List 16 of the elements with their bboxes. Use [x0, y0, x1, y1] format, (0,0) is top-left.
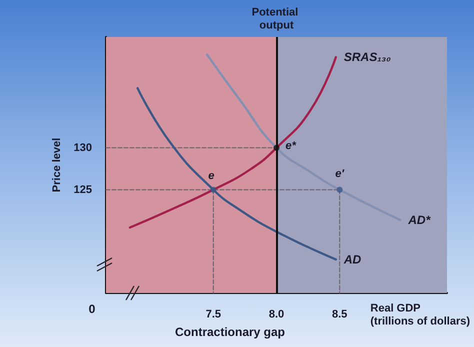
x-axis-title: Real GDP (trillions of dollars) [370, 302, 470, 328]
x-tick-label: 7.5 [206, 308, 221, 320]
annotation: e′ [335, 168, 346, 180]
text: 0 [88, 302, 96, 316]
series-label: SRAS₁₃₀ [344, 50, 392, 64]
series-label: AD* [407, 212, 432, 227]
annotation: e* [286, 140, 297, 152]
y-tick-label: 125 [74, 184, 92, 196]
text: Contractionary gap [174, 325, 286, 339]
y-tick-label: 130 [74, 142, 92, 154]
series-label: AD [342, 252, 362, 266]
annotation: e [208, 170, 214, 182]
y-axis-title: Price level [51, 138, 64, 192]
ref-line-label: Potential output [252, 6, 302, 32]
x-tick-label: 8.0 [268, 308, 284, 320]
x-tick-label: 8.5 [332, 308, 348, 320]
